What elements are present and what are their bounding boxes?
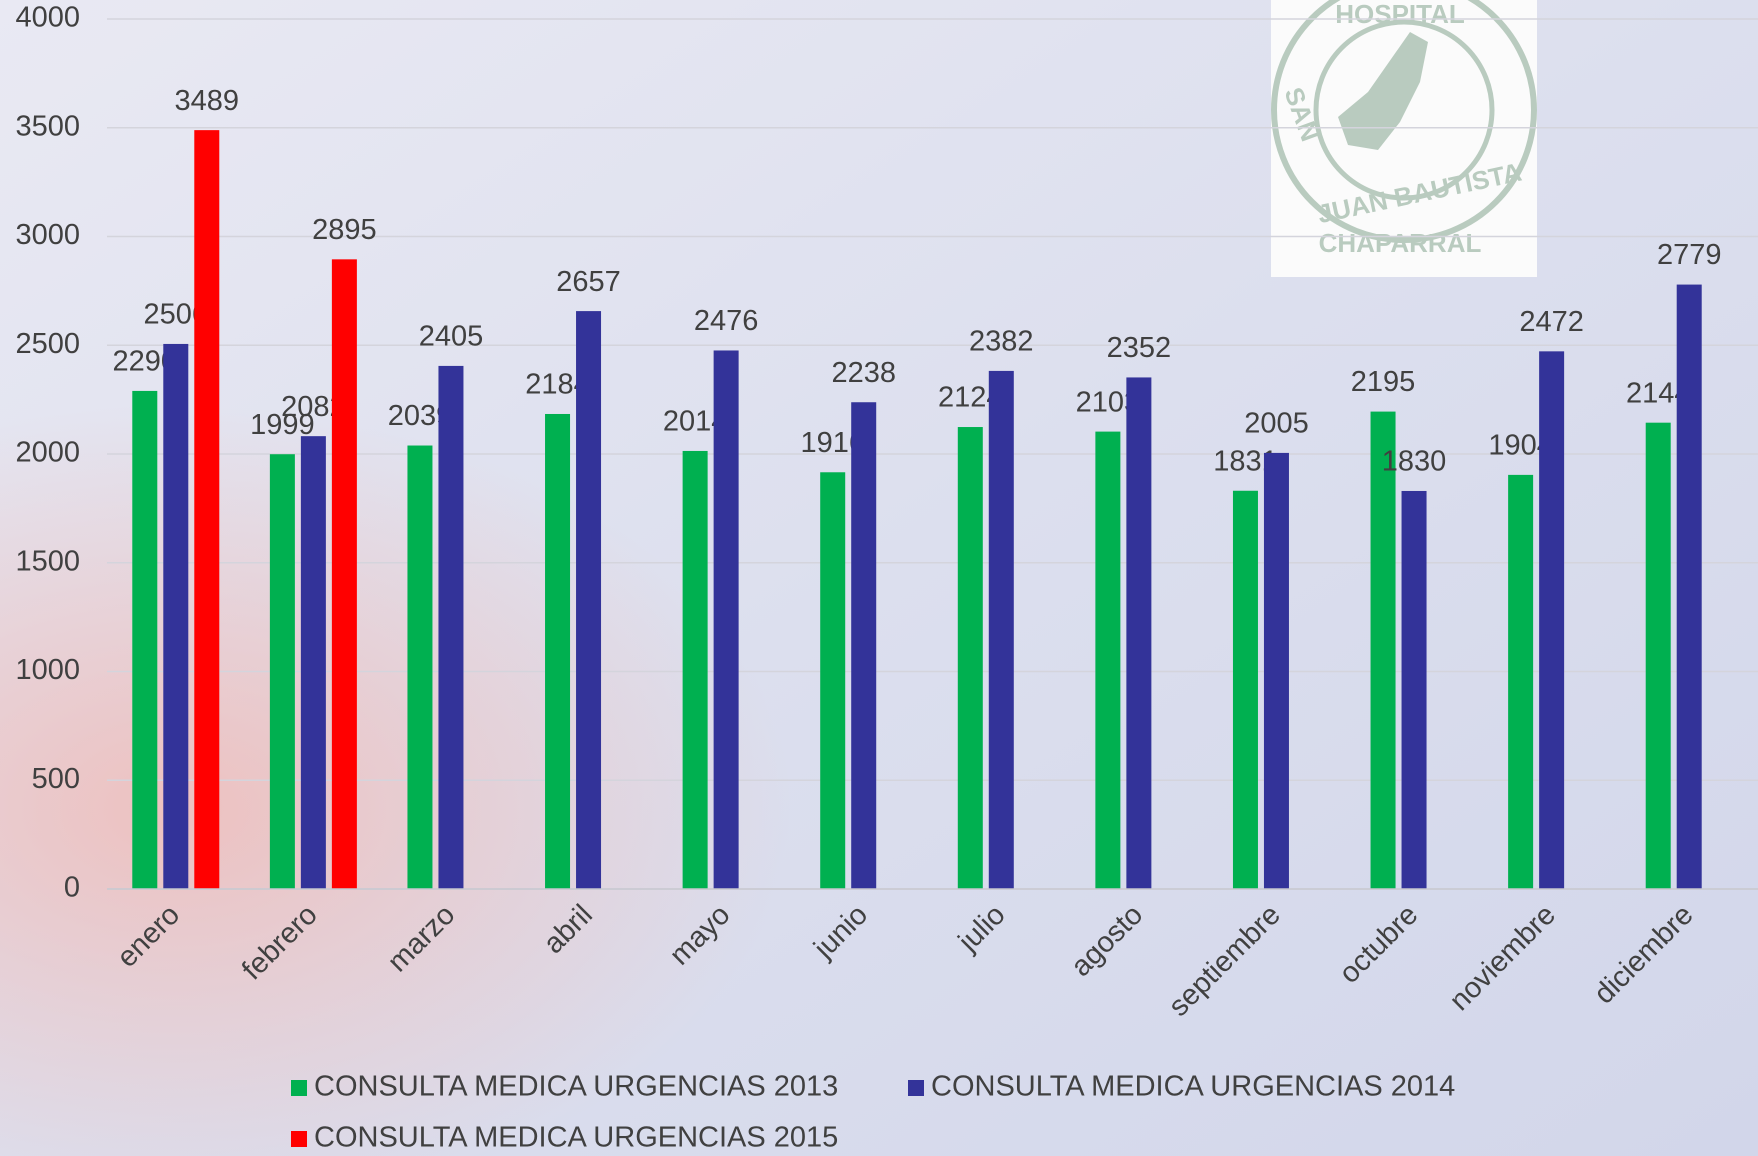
legend-swatch [291, 1131, 307, 1147]
bar [1126, 377, 1152, 889]
data-label: 2476 [694, 305, 759, 337]
legend-swatch [291, 1080, 307, 1096]
y-tick-label: 3000 [15, 219, 80, 251]
bar [300, 436, 326, 889]
bar [1095, 431, 1121, 889]
y-tick-label: 500 [32, 763, 80, 795]
logo-ring [1271, 0, 1537, 243]
bar [163, 343, 189, 889]
y-tick-label: 0 [64, 872, 80, 904]
bar [1370, 411, 1396, 889]
bar [269, 454, 295, 889]
bar [132, 390, 158, 889]
bar [438, 365, 464, 890]
data-label: 2352 [1107, 332, 1172, 364]
data-label: 2005 [1244, 408, 1309, 440]
bar [713, 350, 739, 890]
data-label: 2657 [556, 266, 621, 298]
bar [1508, 474, 1534, 889]
bar [1539, 351, 1565, 890]
data-label: 2895 [312, 214, 377, 246]
bar [1645, 422, 1671, 889]
bar [957, 427, 983, 889]
data-label: 2779 [1657, 239, 1722, 271]
logo-ring-inner [1313, 19, 1495, 201]
bar [851, 402, 877, 889]
bar [1401, 490, 1427, 889]
y-tick-label: 4000 [15, 2, 80, 34]
y-tick-label: 2000 [15, 437, 80, 469]
y-tick-label: 1500 [15, 545, 80, 577]
legend-label: CONSULTA MEDICA URGENCIAS 2014 [931, 1071, 1455, 1103]
bar [1263, 452, 1289, 889]
bar [194, 130, 220, 889]
data-label: 3489 [175, 85, 240, 117]
bar [576, 311, 602, 889]
data-label: 2195 [1351, 366, 1416, 398]
data-label: 1830 [1382, 446, 1447, 478]
logo-map [1338, 32, 1428, 150]
bar [988, 370, 1014, 889]
data-label: 2238 [831, 357, 896, 389]
data-label: 2382 [969, 326, 1034, 358]
logo-text: HOSPITAL [1335, 0, 1465, 29]
bar [545, 413, 571, 889]
legend-label: CONSULTA MEDICA URGENCIAS 2015 [314, 1122, 838, 1154]
data-label: 1999 [250, 409, 315, 441]
bar [407, 445, 433, 889]
data-label: 2472 [1519, 306, 1584, 338]
y-tick-label: 1000 [15, 654, 80, 686]
bar [1676, 284, 1702, 889]
y-tick-label: 3500 [15, 110, 80, 142]
bar [820, 472, 846, 889]
logo-text: CHAPARRAL [1319, 228, 1482, 258]
legend-swatch [908, 1080, 924, 1096]
data-label: 2405 [419, 321, 484, 353]
logo: HOSPITAL SAN JUAN BAUTISTA CHAPARRAL [1271, 0, 1537, 277]
bar [682, 450, 708, 889]
legend-label: CONSULTA MEDICA URGENCIAS 2013 [314, 1071, 838, 1103]
y-tick-label: 2500 [15, 328, 80, 360]
bar [331, 259, 357, 889]
bar [1232, 490, 1258, 889]
